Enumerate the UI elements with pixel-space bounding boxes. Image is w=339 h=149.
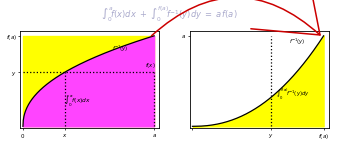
Text: $\int_0^a\!f(x)dx \;+\; \int_0^{f(a)}\!f^{-1}(y)dy \;=\; a\,f(a)$: $\int_0^a\!f(x)dx \;+\; \int_0^{f(a)}\!f… bbox=[101, 4, 238, 24]
Text: $\int_0^{f(a)}\!f^{-1}(y)dy$: $\int_0^{f(a)}\!f^{-1}(y)dy$ bbox=[276, 87, 310, 102]
Text: $f^{-1}(y)$: $f^{-1}(y)$ bbox=[112, 44, 129, 54]
Text: $\int_0^a f(x)dx$: $\int_0^a f(x)dx$ bbox=[64, 93, 92, 108]
Text: $f^{-1}(y)$: $f^{-1}(y)$ bbox=[290, 36, 306, 47]
Text: $f(x)$: $f(x)$ bbox=[145, 61, 156, 70]
